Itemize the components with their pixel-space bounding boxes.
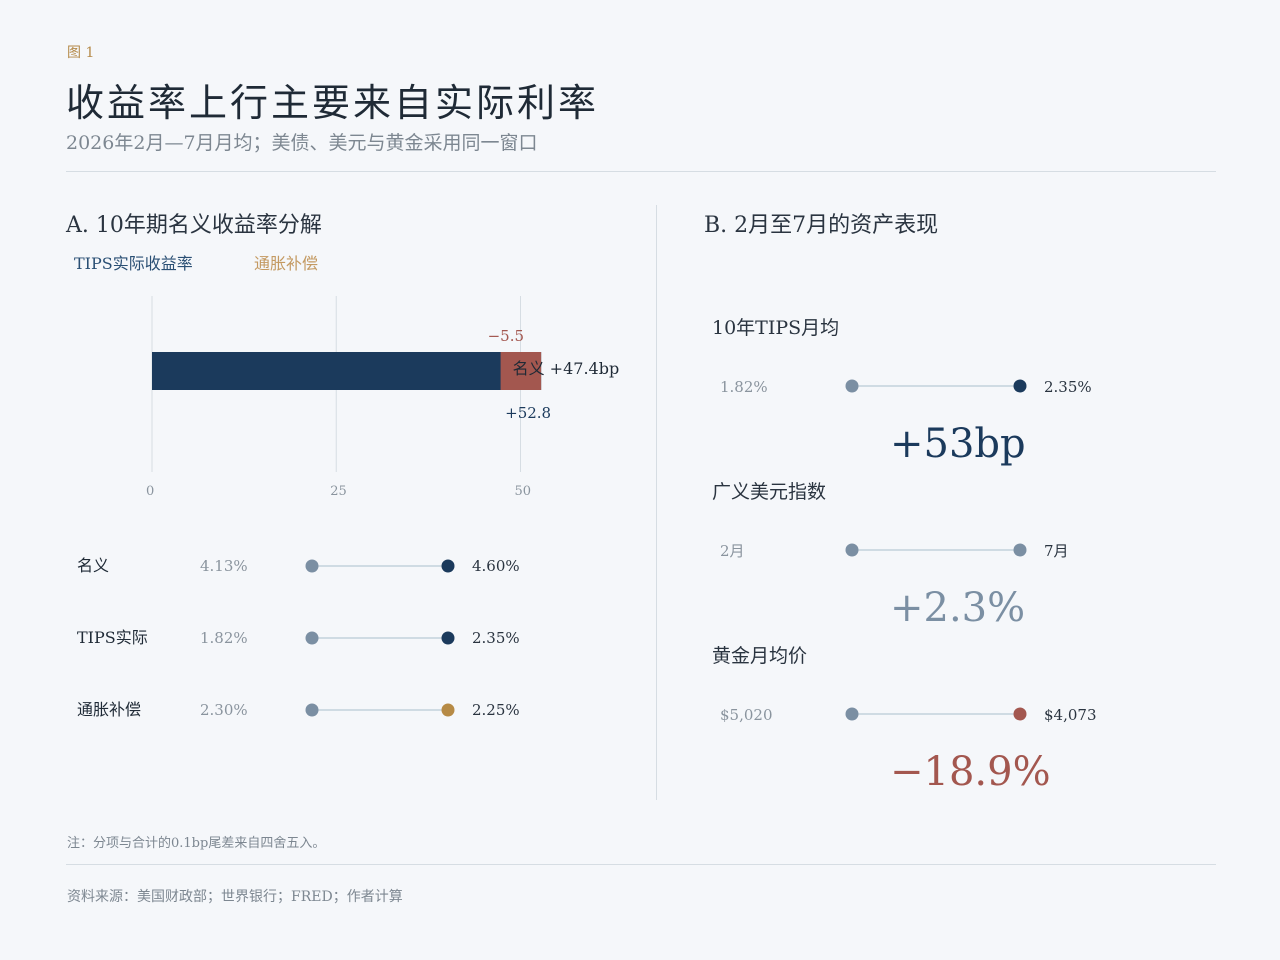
panel-a-title: A. 10年期名义收益率分解 — [66, 213, 322, 238]
dumbbell-label: 名义 — [77, 556, 109, 575]
header-divider — [66, 171, 1216, 172]
dumbbell-end-dot — [441, 631, 455, 645]
bar-real-annotation: +52.8 — [505, 404, 551, 422]
asset-label: 10年TIPS月均 — [712, 317, 839, 339]
footnote: 注：分项与合计的0.1bp尾差来自四舍五入。 — [67, 836, 326, 851]
asset-end-dot — [1013, 379, 1027, 393]
asset-end-value: 2.35% — [1044, 378, 1092, 396]
dumbbell-start-value: 2.30% — [200, 701, 248, 719]
x-tick-label: 0 — [146, 484, 154, 499]
x-tick-label: 50 — [515, 484, 532, 499]
asset-end-dot — [1013, 707, 1027, 721]
asset-label: 黄金月均价 — [712, 645, 807, 667]
dumbbell-start-value: 4.13% — [200, 557, 248, 575]
panel-b-chart: 10年TIPS月均 1.82% 2.35% +53bp 广义美元指数 2月 7月 +2.3% 黄… — [712, 317, 1097, 795]
asset-change-value: −18.9% — [890, 749, 1051, 795]
asset-start-dot — [845, 707, 859, 721]
chart-subtitle: 2026年2月—7月月均；美债、美元与黄金采用同一窗口 — [66, 132, 538, 154]
dumbbell-start-dot — [305, 559, 319, 573]
footer-divider — [66, 864, 1216, 865]
asset-end-value: $4,073 — [1044, 706, 1097, 724]
asset-end-value: 7月 — [1044, 542, 1069, 560]
dumbbell-start-dot — [305, 631, 319, 645]
legend-real-yield: TIPS实际收益率 — [74, 254, 193, 273]
legend-inflation-comp: 通胀补偿 — [254, 254, 319, 273]
asset-change-value: +2.3% — [890, 585, 1025, 631]
bar-inflation-annotation: −5.5 — [488, 327, 524, 345]
asset-start-value: 1.82% — [720, 378, 768, 396]
dumbbell-label: 通胀补偿 — [77, 700, 141, 719]
dumbbell-label: TIPS实际 — [77, 628, 148, 647]
bar-total-label: 名义 +47.4bp — [513, 359, 620, 378]
figure-label: 图 1 — [67, 45, 95, 61]
asset-end-dot — [1013, 543, 1027, 557]
asset-start-dot — [845, 543, 859, 557]
dumbbell-end-value: 2.25% — [472, 701, 520, 719]
source-note: 资料来源：美国财政部；世界银行；FRED；作者计算 — [67, 889, 403, 905]
chart-title: 收益率上行主要来自实际利率 — [66, 81, 600, 125]
bar-inflation-comp — [500, 352, 542, 390]
asset-start-value: 2月 — [720, 542, 745, 560]
dumbbell-start-value: 1.82% — [200, 629, 248, 647]
asset-start-dot — [845, 379, 859, 393]
x-tick-label: 25 — [330, 484, 347, 499]
panel-a-chart: 0 25 50 名义 +47.4bp −5.5 +52.8 名义 4.13% 4.60% TIPS… — [77, 296, 620, 719]
panel-b-title: B. 2月至7月的资产表现 — [704, 213, 939, 238]
dumbbell-end-value: 2.35% — [472, 629, 520, 647]
dumbbell-end-dot — [441, 703, 455, 717]
dumbbell-end-dot — [441, 559, 455, 573]
dumbbell-end-value: 4.60% — [472, 557, 520, 575]
asset-change-value: +53bp — [890, 421, 1026, 467]
asset-start-value: $5,020 — [720, 706, 773, 724]
bar-real-yield — [152, 352, 542, 390]
asset-label: 广义美元指数 — [712, 481, 826, 503]
panel-divider — [656, 205, 657, 800]
dumbbell-start-dot — [305, 703, 319, 717]
